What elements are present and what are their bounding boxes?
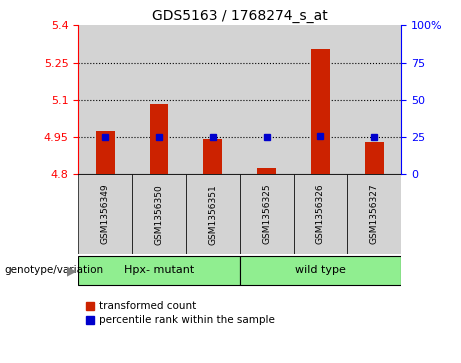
Text: GSM1356327: GSM1356327 <box>370 184 378 245</box>
Bar <box>294 25 347 174</box>
Text: genotype/variation: genotype/variation <box>5 265 104 276</box>
Bar <box>96 131 115 174</box>
Legend: transformed count, percentile rank within the sample: transformed count, percentile rank withi… <box>83 299 277 327</box>
FancyBboxPatch shape <box>240 256 401 285</box>
Title: GDS5163 / 1768274_s_at: GDS5163 / 1768274_s_at <box>152 9 328 23</box>
Text: GSM1356350: GSM1356350 <box>154 184 164 245</box>
FancyBboxPatch shape <box>294 174 347 254</box>
FancyBboxPatch shape <box>186 174 240 254</box>
Text: ▶: ▶ <box>67 264 76 277</box>
Bar <box>240 25 294 174</box>
Bar <box>257 168 276 174</box>
Bar <box>365 143 384 174</box>
FancyBboxPatch shape <box>132 174 186 254</box>
Text: GSM1356326: GSM1356326 <box>316 184 325 245</box>
FancyBboxPatch shape <box>78 174 132 254</box>
Bar <box>203 139 222 174</box>
Bar <box>132 25 186 174</box>
Bar <box>150 103 168 174</box>
Text: wild type: wild type <box>295 265 346 275</box>
FancyBboxPatch shape <box>78 256 240 285</box>
Bar <box>78 25 132 174</box>
Text: GSM1356349: GSM1356349 <box>101 184 110 245</box>
FancyBboxPatch shape <box>240 174 294 254</box>
Text: Hpx- mutant: Hpx- mutant <box>124 265 194 275</box>
Bar <box>347 25 401 174</box>
Bar <box>186 25 240 174</box>
Text: GSM1356325: GSM1356325 <box>262 184 271 245</box>
FancyBboxPatch shape <box>347 174 401 254</box>
Text: GSM1356351: GSM1356351 <box>208 184 217 245</box>
Bar <box>311 49 330 174</box>
